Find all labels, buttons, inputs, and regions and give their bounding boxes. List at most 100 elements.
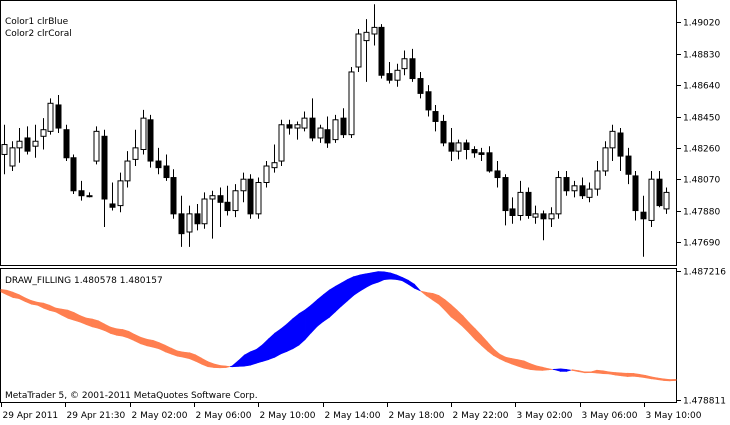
candle-body-down bbox=[440, 120, 447, 144]
price-tick-label: 1.48640 bbox=[683, 82, 720, 92]
candle-body-down bbox=[63, 129, 70, 159]
time-tick-label: 2 May 06:00 bbox=[196, 411, 252, 421]
candle-body-up bbox=[47, 102, 54, 132]
filling-segment bbox=[560, 368, 567, 372]
candle-body-down bbox=[24, 137, 31, 152]
filling-segment bbox=[547, 368, 553, 371]
candle-body-down bbox=[70, 157, 77, 192]
filling-segment bbox=[322, 289, 330, 323]
indicator-tick-label: 1.487216 bbox=[683, 268, 726, 278]
candle-body-up bbox=[140, 117, 147, 151]
candle-body-up bbox=[332, 119, 339, 141]
candle-body-down bbox=[471, 149, 478, 154]
filling-segment bbox=[146, 338, 154, 348]
candle-body-down bbox=[540, 213, 547, 220]
candle-body-up bbox=[663, 191, 670, 210]
candle-body-down bbox=[324, 129, 331, 144]
candle-body-up bbox=[240, 178, 247, 192]
candle-body-up bbox=[401, 58, 408, 70]
candle-body-up bbox=[16, 140, 23, 149]
filling-segment bbox=[627, 372, 634, 377]
candle-body-up bbox=[201, 198, 208, 225]
candle-body-up bbox=[232, 190, 239, 212]
candle-body-down bbox=[563, 177, 570, 192]
filling-segment bbox=[316, 294, 324, 328]
candle-body-down bbox=[147, 119, 154, 162]
copyright-text: MetaTrader 5, © 2001-2011 MetaQuotes Sof… bbox=[5, 391, 258, 401]
candle-body-down bbox=[217, 195, 224, 203]
filling-segment bbox=[116, 328, 123, 337]
filling-segment bbox=[633, 373, 640, 378]
filling-segment bbox=[614, 372, 622, 377]
price-axis: 1.49020 1.48830 1.48640 1.48450 1.48260 1.480… bbox=[677, 19, 720, 249]
candle-body-up bbox=[594, 170, 601, 190]
candle-body-down bbox=[632, 175, 639, 212]
candle-body-up bbox=[455, 142, 462, 152]
candle-body-up bbox=[555, 177, 562, 215]
time-tick-label: 3 May 02:00 bbox=[517, 411, 573, 421]
candle-body-down bbox=[525, 191, 532, 216]
candle-body-down bbox=[409, 58, 416, 80]
candle-body-up bbox=[271, 162, 278, 169]
candle-body-up bbox=[132, 147, 139, 160]
price-panel: Color1 clrBlue Color2 clrCoral 1.490201.… bbox=[0, 0, 720, 266]
filling-segment bbox=[383, 271, 391, 281]
time-tick-label: 29 Apr 21:30 bbox=[67, 411, 126, 421]
candle-body-down bbox=[340, 117, 347, 136]
filling-segment bbox=[329, 285, 336, 319]
legend-color2: Color2 clrCoral bbox=[5, 29, 72, 39]
candle-body-up bbox=[609, 130, 616, 149]
candle-body-down bbox=[656, 178, 663, 207]
filling-segment bbox=[566, 369, 572, 372]
filling-segment bbox=[596, 369, 604, 375]
candle-body-up bbox=[371, 26, 378, 35]
candle-body-down bbox=[579, 185, 586, 197]
candle-body-down bbox=[625, 155, 632, 175]
candle-body-down bbox=[509, 208, 516, 216]
filling-segment bbox=[183, 351, 190, 360]
candle-body-up bbox=[263, 165, 270, 183]
candle-body-up bbox=[532, 213, 539, 218]
candle-body-up bbox=[317, 127, 324, 139]
candle-body-down bbox=[386, 73, 393, 81]
candle-body-up bbox=[9, 147, 16, 167]
filling-segment bbox=[414, 283, 421, 292]
candle-body-down bbox=[178, 213, 185, 235]
price-tick-label: 1.48450 bbox=[683, 114, 720, 124]
filling-segment bbox=[286, 317, 294, 352]
candle-body-up bbox=[548, 213, 555, 220]
candle-body-down bbox=[163, 165, 170, 179]
candle-body-down bbox=[155, 160, 162, 169]
candle-body-up bbox=[363, 31, 370, 42]
candle-body-down bbox=[463, 142, 470, 150]
time-tick-label: 2 May 22:00 bbox=[453, 411, 509, 421]
candle-body-up bbox=[348, 71, 355, 136]
time-tick-label: 2 May 18:00 bbox=[389, 411, 445, 421]
price-tick-label: 1.48830 bbox=[683, 51, 720, 61]
candle-body-up bbox=[1, 144, 8, 155]
candle-body-down bbox=[78, 190, 85, 197]
candle-body-down bbox=[448, 142, 455, 152]
candle-body-down bbox=[55, 104, 62, 129]
candle-body-up bbox=[278, 124, 285, 162]
filling-segment bbox=[298, 309, 306, 346]
candle-body-down bbox=[170, 177, 177, 215]
filling-segment bbox=[620, 372, 628, 377]
candle-body-down bbox=[617, 132, 624, 157]
time-tick-label: 3 May 10:00 bbox=[646, 411, 702, 421]
candle-body-up bbox=[93, 130, 100, 162]
filling-segment bbox=[669, 379, 677, 382]
indicator-panel: DRAW_FILLING 1.480578 1.480157 MetaTrade… bbox=[0, 268, 726, 407]
candle-body-down bbox=[425, 91, 432, 111]
candle-body-up bbox=[301, 117, 308, 129]
draw-filling-series bbox=[0, 271, 677, 382]
candle-body-down bbox=[309, 117, 316, 139]
filling-segment bbox=[280, 323, 288, 355]
filling-segment bbox=[371, 271, 379, 285]
indicator-tick-label: 1.478811 bbox=[683, 397, 726, 407]
candle-body-up bbox=[209, 195, 216, 200]
candle-body-up bbox=[124, 160, 131, 182]
candle-body-down bbox=[378, 26, 385, 76]
indicator-label: DRAW_FILLING 1.480578 1.480157 bbox=[5, 276, 163, 286]
